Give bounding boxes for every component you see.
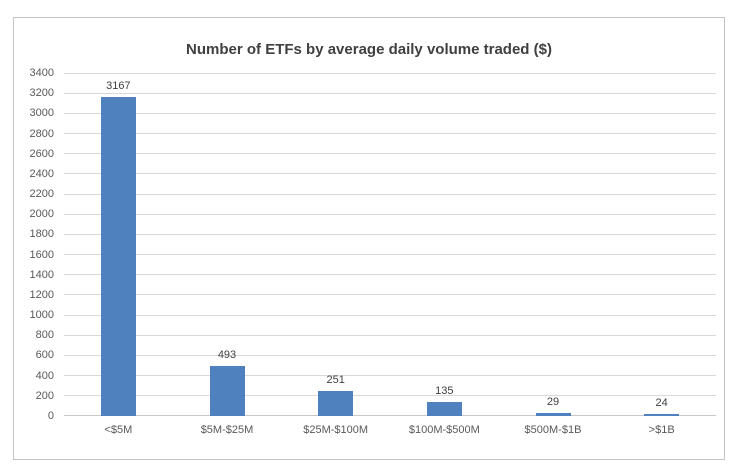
bar-data-label: 493	[217, 349, 237, 361]
bar-data-label: 135	[435, 385, 454, 397]
y-axis-tick-label: 400	[35, 369, 54, 382]
y-axis-tick-label: 3400	[29, 67, 54, 79]
gridline	[64, 133, 716, 135]
gridline	[64, 213, 716, 215]
y-axis-tick-label: 600	[35, 349, 54, 362]
gridline	[64, 173, 716, 175]
x-axis-line	[64, 415, 716, 416]
plot-area: 3167 493 251 135 29 24	[64, 72, 716, 416]
bar-data-label: 3167	[106, 80, 131, 92]
bar	[100, 97, 136, 416]
gridline	[64, 153, 716, 155]
chart-frame: Number of ETFs by average daily volume t…	[13, 17, 725, 460]
gridline	[64, 72, 716, 74]
y-axis-tick-label: 0	[47, 410, 54, 422]
bar-data-label: 251	[326, 374, 345, 386]
x-axis-category-label: $5M-$25M	[200, 424, 254, 436]
y-axis-tick-label: 200	[35, 389, 54, 402]
y-axis-tick-label: 2000	[29, 208, 54, 221]
bar	[535, 413, 571, 416]
bar	[644, 414, 680, 416]
chart-title: Number of ETFs by average daily volume t…	[186, 41, 552, 58]
bar-data-label: 24	[655, 397, 668, 409]
bar-data-label: 29	[546, 396, 560, 408]
gridline	[64, 92, 716, 94]
y-axis-tick-label: 1800	[29, 228, 54, 241]
x-axis-category-label: <$5M	[104, 424, 133, 436]
gridline	[64, 274, 716, 276]
gridline	[64, 375, 716, 377]
gridline	[64, 314, 716, 316]
gridline	[64, 193, 716, 195]
y-axis-tick-label: 2800	[29, 127, 54, 140]
y-axis-tick-label: 2200	[29, 188, 54, 201]
y-axis-tick-label: 3000	[29, 107, 54, 120]
y-axis-tick-label: 1600	[29, 248, 54, 261]
y-axis-tick-label: 3200	[29, 87, 54, 100]
y-axis-tick-label: 2400	[29, 167, 54, 180]
y-axis-tick-label: 1400	[29, 268, 54, 281]
bar	[318, 391, 354, 416]
bar	[209, 366, 245, 416]
y-axis-tick-label: 1000	[29, 309, 54, 322]
x-axis-category-label: $100M-$500M	[408, 424, 480, 436]
x-axis-category-label: $25M-$100M	[303, 424, 369, 436]
y-axis-tick-label: 800	[35, 329, 54, 342]
gridline	[64, 354, 716, 356]
gridline	[64, 334, 716, 336]
y-axis-tick-label: 1200	[29, 288, 54, 301]
gridline	[64, 233, 716, 235]
gridline	[64, 294, 716, 296]
x-axis-category-label: >$1B	[648, 424, 675, 436]
bar	[426, 402, 462, 416]
gridline	[64, 254, 716, 256]
gridline	[64, 112, 716, 114]
x-axis-category-label: $500M-$1B	[524, 424, 582, 436]
gridline	[64, 395, 716, 397]
y-axis-tick-label: 2600	[29, 147, 54, 160]
